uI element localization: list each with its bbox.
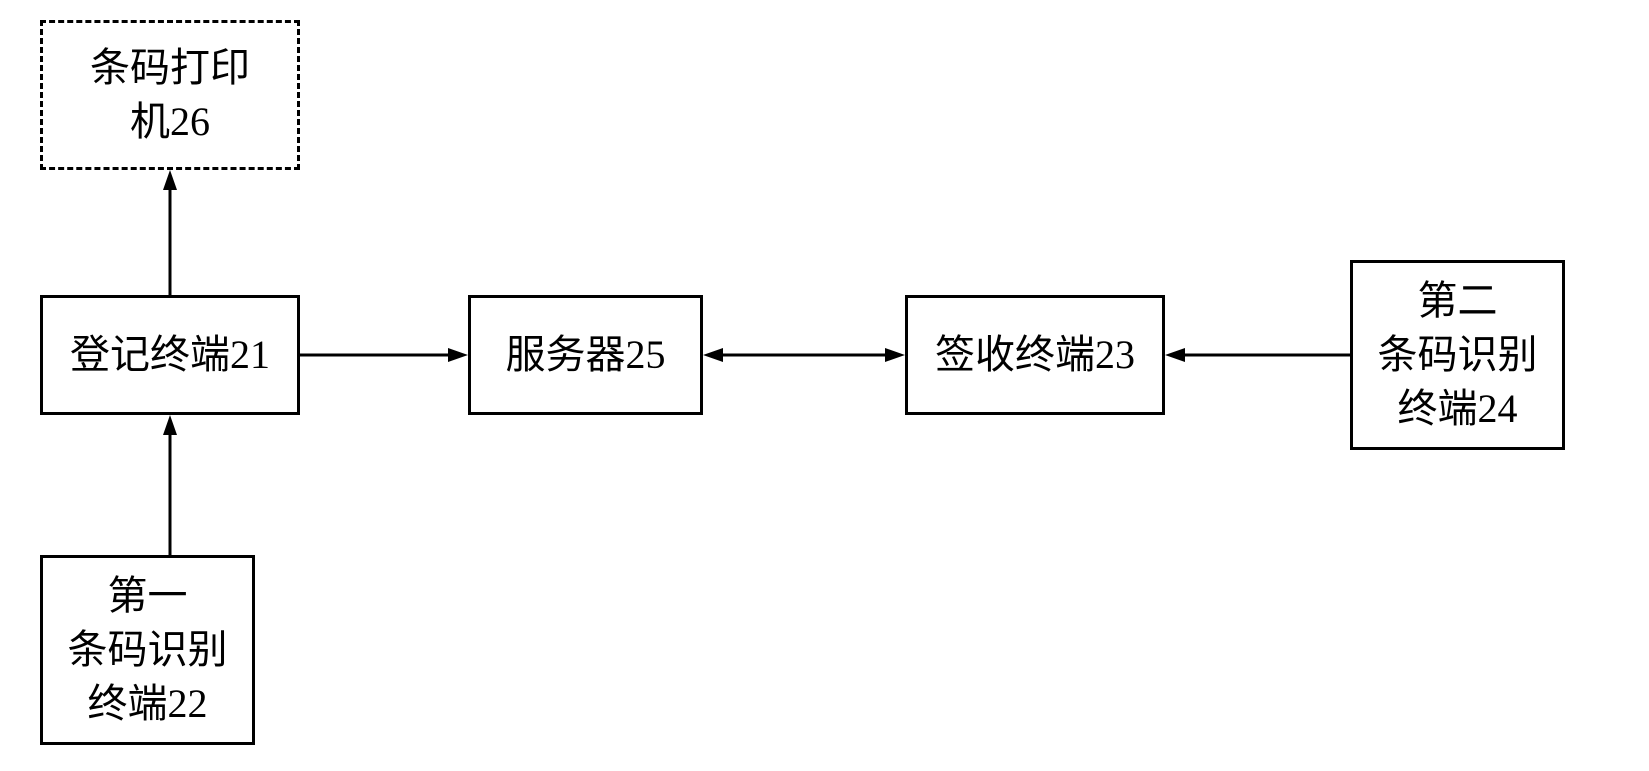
diagram-canvas: 条码打印 机26 登记终端21 服务器25 签收终端23 第二 条码识别 终端2…	[0, 0, 1649, 771]
node-label: 登记终端21	[70, 328, 270, 382]
node-scanner-1: 第一 条码识别 终端22	[40, 555, 255, 745]
node-receipt-terminal: 签收终端23	[905, 295, 1165, 415]
node-label: 条码打印 机26	[90, 41, 250, 149]
node-scanner-2: 第二 条码识别 终端24	[1350, 260, 1565, 450]
node-label: 第二 条码识别 终端24	[1378, 274, 1538, 436]
node-register-terminal: 登记终端21	[40, 295, 300, 415]
node-label: 服务器25	[506, 328, 666, 382]
node-label: 签收终端23	[935, 328, 1135, 382]
node-label: 第一 条码识别 终端22	[68, 569, 228, 731]
node-server: 服务器25	[468, 295, 703, 415]
node-barcode-printer: 条码打印 机26	[40, 20, 300, 170]
